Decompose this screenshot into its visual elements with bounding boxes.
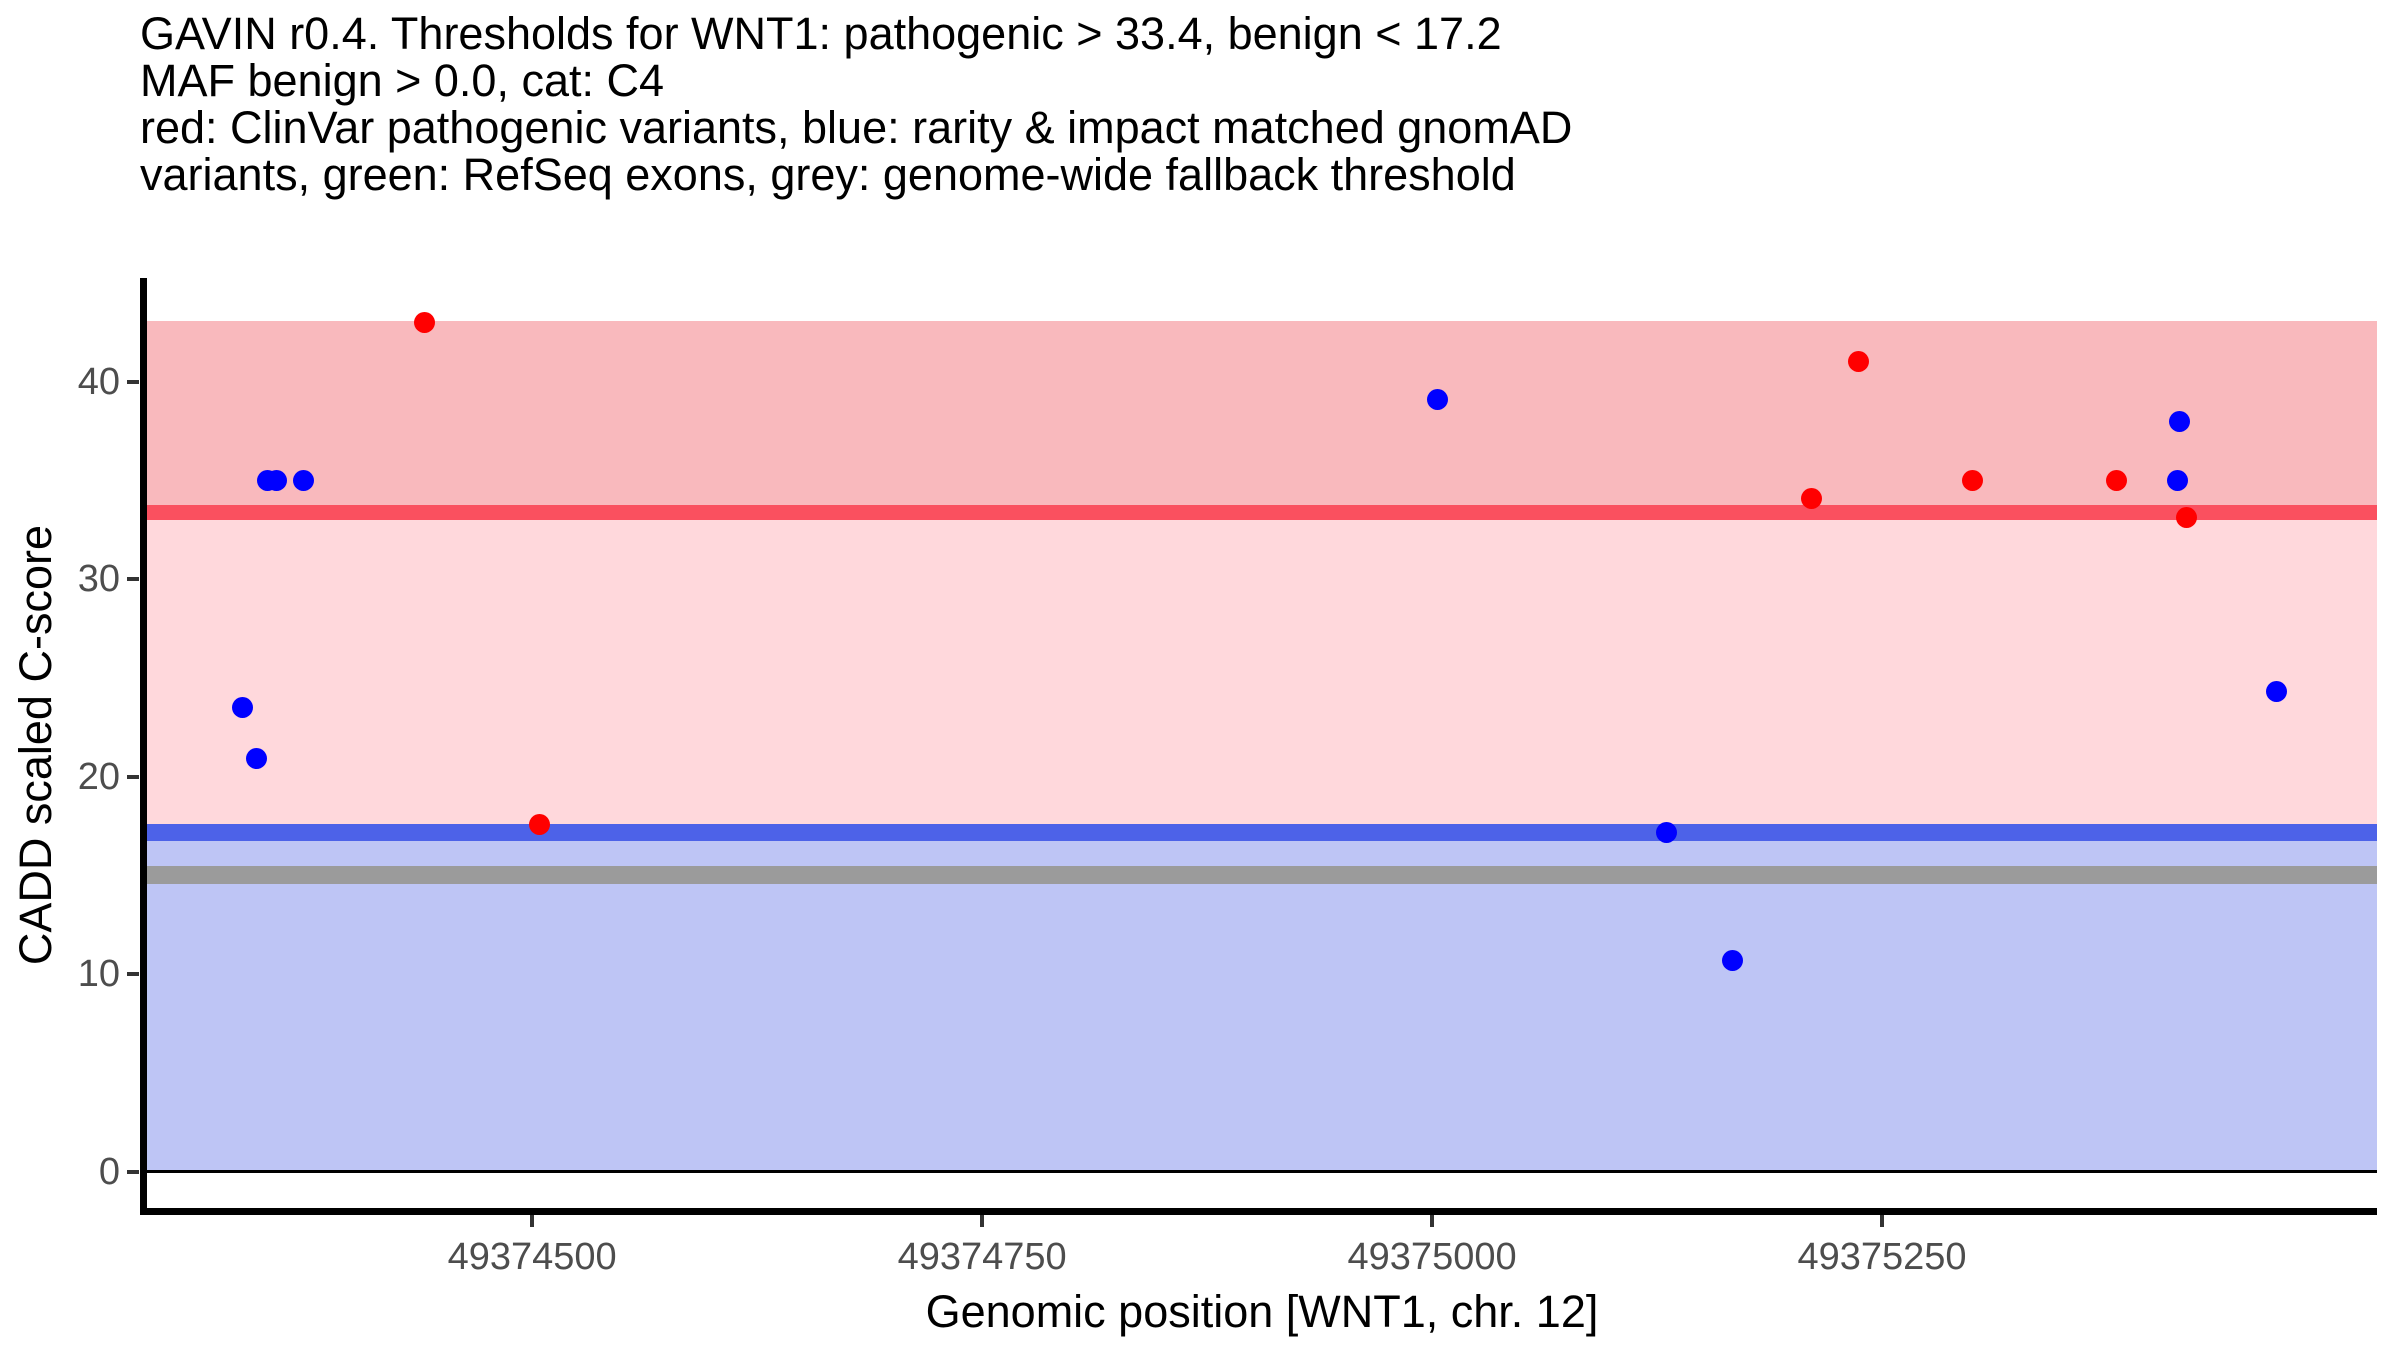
gnomad-matched-point xyxy=(2166,469,2188,491)
gnomad-matched-point xyxy=(1722,949,1744,971)
gnomad-matched-point xyxy=(246,748,268,770)
pathogenic-threshold-line xyxy=(147,504,2377,520)
x-tick-label: 49374500 xyxy=(447,1236,617,1278)
x-tick-mark xyxy=(1880,1215,1885,1227)
y-axis-line xyxy=(140,278,147,1212)
gnomad-matched-point xyxy=(2265,681,2287,703)
benign-threshold-line xyxy=(147,823,2377,841)
x-tick-mark xyxy=(980,1215,985,1227)
chart-title-line-2: MAF benign > 0.0, cat: C4 xyxy=(140,55,665,106)
y-tick-mark xyxy=(127,1169,139,1174)
chart-caption-line-1: red: ClinVar pathogenic variants, blue: … xyxy=(140,102,1573,153)
y-tick-mark xyxy=(127,774,139,779)
clinvar-pathogenic-point xyxy=(1848,351,1870,373)
y-tick-label: 30 xyxy=(77,558,120,601)
x-axis-line xyxy=(140,1208,2377,1215)
y-tick-label: 40 xyxy=(77,360,120,403)
pathogenic-region xyxy=(147,321,2377,513)
plot-panel xyxy=(147,278,2377,1212)
chart-caption-line-2: variants, green: RefSeq exons, grey: gen… xyxy=(140,149,1516,200)
x-axis-title: Genomic position [WNT1, chr. 12] xyxy=(925,1286,1599,1337)
x-tick-mark xyxy=(1430,1215,1435,1227)
y-tick-mark xyxy=(127,972,139,977)
y-tick-mark xyxy=(127,577,139,582)
x-tick-label: 49374750 xyxy=(897,1236,1067,1278)
clinvar-pathogenic-point xyxy=(1961,469,1983,491)
y-axis-title: CADD scaled C-score xyxy=(10,524,61,966)
clinvar-pathogenic-point xyxy=(1801,487,1823,509)
clinvar-pathogenic-point xyxy=(413,311,435,333)
y-tick-mark xyxy=(127,379,139,384)
x-tick-label: 49375000 xyxy=(1347,1236,1517,1278)
intermediate-region xyxy=(147,512,2377,832)
x-tick-mark xyxy=(530,1215,535,1227)
y-tick-label: 20 xyxy=(77,755,120,798)
clinvar-pathogenic-point xyxy=(2105,469,2127,491)
x-tick-label: 49375250 xyxy=(1797,1236,1967,1278)
zero-baseline xyxy=(147,1170,2377,1174)
gnomad-matched-point xyxy=(1426,388,1448,410)
y-tick-label: 10 xyxy=(77,953,120,996)
gnomad-matched-point xyxy=(1655,821,1677,843)
gnomad-matched-point xyxy=(2168,410,2190,432)
chart-title-line-1: GAVIN r0.4. Thresholds for WNT1: pathoge… xyxy=(140,8,1502,59)
gnomad-matched-point xyxy=(266,469,288,491)
chart-title-block: GAVIN r0.4. Thresholds for WNT1: pathoge… xyxy=(140,10,1572,198)
y-tick-label: 0 xyxy=(98,1150,120,1193)
gnomad-matched-point xyxy=(293,469,315,491)
genome-wide-fallback-line xyxy=(147,866,2377,885)
gnomad-matched-point xyxy=(231,697,253,719)
benign-region xyxy=(147,832,2377,1172)
clinvar-pathogenic-point xyxy=(2175,507,2197,529)
clinvar-pathogenic-point xyxy=(528,813,550,835)
